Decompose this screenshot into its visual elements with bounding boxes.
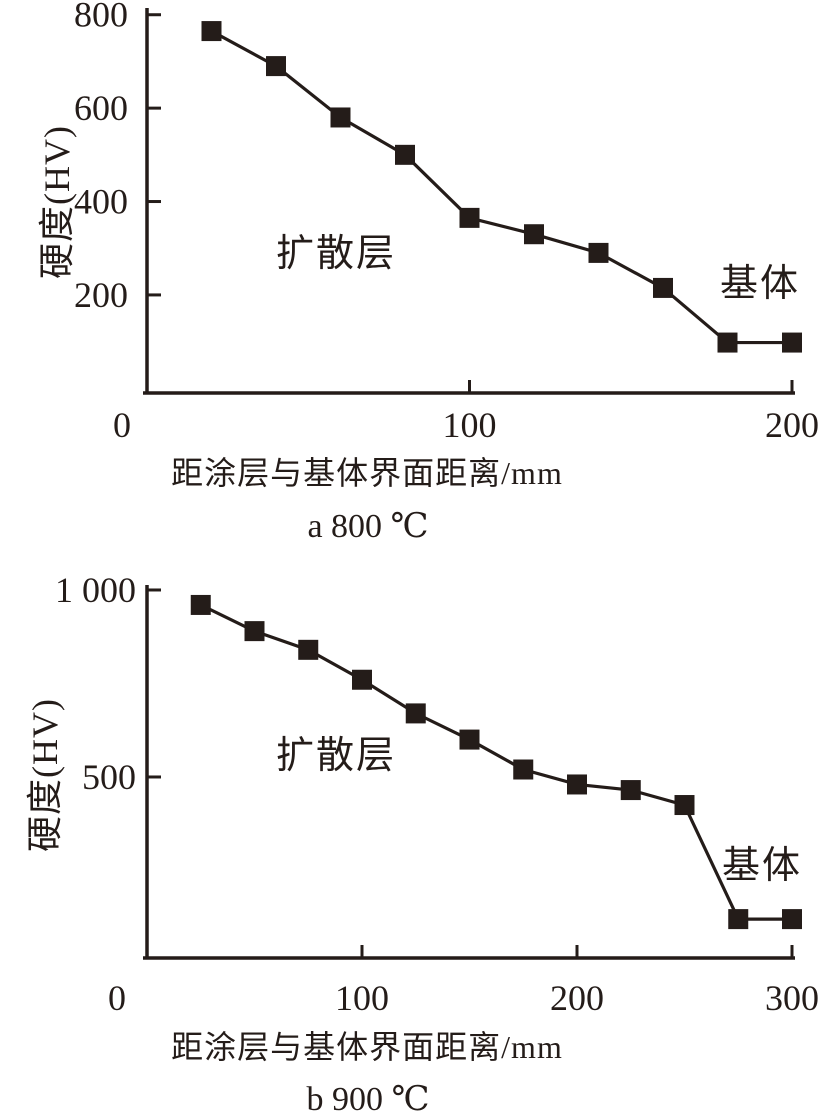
chart-b-y-axis-label: 硬度(HV) (25, 698, 65, 852)
data-point-marker (728, 909, 749, 930)
data-point-marker (244, 621, 265, 642)
data-point-marker (513, 759, 534, 780)
x-tick-label: 0 (108, 978, 126, 1018)
y-tick-label: 600 (74, 88, 128, 128)
data-point-marker (567, 774, 587, 795)
data-point-marker (405, 703, 426, 724)
x-tick-label: 300 (765, 978, 819, 1018)
data-point-marker (459, 729, 480, 750)
data-point-marker (298, 639, 319, 660)
data-point-marker (620, 780, 641, 801)
chart-b-annotation-substrate: 基体 (721, 845, 803, 887)
data-point-marker (588, 242, 609, 263)
data-point-marker (524, 224, 544, 245)
y-tick-label: 200 (74, 275, 128, 315)
x-tick-label: 100 (335, 978, 389, 1018)
chart-a-y-axis-label: 硬度(HV) (37, 125, 77, 279)
y-tick-label: 800 (74, 0, 128, 35)
chart-b-caption: b 900 ℃ (306, 1081, 430, 1117)
data-point-marker (674, 795, 695, 816)
x-tick-label: 200 (550, 978, 604, 1018)
x-tick-label: 100 (443, 405, 497, 445)
chart-a-annotation-diffusion-layer: 扩散层 (275, 233, 397, 275)
data-point-marker (201, 21, 222, 42)
y-tick-label: 500 (82, 757, 136, 797)
x-tick-label: 200 (765, 405, 819, 445)
y-tick-label: 1 000 (55, 570, 136, 610)
data-point-marker (190, 594, 211, 615)
data-point-marker (266, 56, 286, 77)
chart-b-x-axis-label: 距涂层与基体界面距离/mm (171, 1029, 563, 1065)
data-point-marker (395, 144, 415, 165)
x-tick-label: 0 (113, 405, 131, 445)
data-point-marker (352, 669, 372, 690)
data-point-marker (653, 277, 673, 298)
chart-a-plot: 200 400 600 800 0 100 200 (74, 0, 819, 445)
chart-a-caption: a 800 ℃ (307, 508, 429, 545)
chart-a-x-axis-label: 距涂层与基体界面距离/mm (171, 455, 563, 491)
data-point-marker (459, 207, 480, 228)
chart-b-annotation-diffusion-layer: 扩散层 (275, 735, 397, 777)
data-point-marker (782, 909, 802, 930)
data-line (210, 29, 792, 345)
y-tick-label: 400 (74, 182, 128, 222)
chart-b-plot: 500 1 000 0 100 200 300 (55, 570, 819, 1018)
data-point-marker (330, 107, 351, 128)
chart-a-annotation-substrate: 基体 (719, 263, 801, 305)
data-point-marker (782, 332, 802, 353)
data-point-marker (717, 332, 738, 353)
